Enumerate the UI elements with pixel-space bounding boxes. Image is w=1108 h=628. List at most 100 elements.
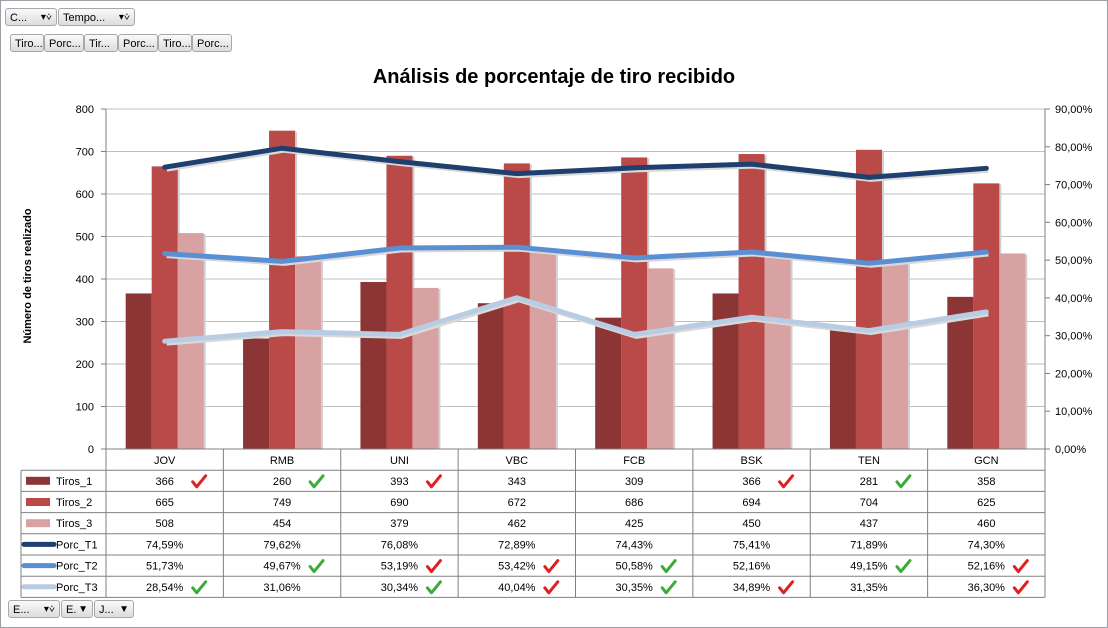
field-button-2-label: Porc... <box>49 38 81 50</box>
check-red-icon <box>1012 559 1029 574</box>
check-red-icon <box>191 474 208 489</box>
data-label: 393 <box>390 476 408 488</box>
y-tick-label: 0 <box>88 444 94 456</box>
check-red-icon <box>543 559 560 574</box>
data-label: 50,58% <box>616 561 654 573</box>
data-label: 53,42% <box>498 561 536 573</box>
check-green-icon <box>895 474 912 489</box>
bar-tiros-3 <box>999 253 1026 449</box>
filter-button-c[interactable]: C... ▾⩒ <box>5 8 57 26</box>
data-label: 31,35% <box>850 582 888 594</box>
check-red-icon <box>425 474 442 489</box>
data-label: 366 <box>742 476 760 488</box>
data-label: 454 <box>273 518 291 530</box>
data-label: 704 <box>860 497 878 509</box>
bar-tiros-2 <box>621 157 648 449</box>
y2-tick-label: 10,00% <box>1055 406 1093 418</box>
check-red-icon <box>1012 580 1029 595</box>
y2-tick-label: 20,00% <box>1055 368 1093 380</box>
data-label: 665 <box>156 497 174 509</box>
data-label: 309 <box>625 476 643 488</box>
bar-tiros-3 <box>764 257 791 449</box>
field-button-4[interactable]: Porc... <box>118 34 158 52</box>
data-label: 30,34% <box>381 582 419 594</box>
data-label: 74,59% <box>146 539 184 551</box>
bar-tiros-2 <box>151 166 178 449</box>
data-label: 76,08% <box>381 539 419 551</box>
bar-tiros-1 <box>125 293 152 449</box>
bar-tiros-3 <box>881 263 908 449</box>
filter-button-e2[interactable]: E. ▼ <box>61 600 93 618</box>
filter-button-j-label: J... <box>99 604 114 616</box>
data-label: 72,89% <box>498 539 536 551</box>
x-tick-label: RMB <box>270 455 294 467</box>
filter-icon: ▾⩒ <box>43 604 55 615</box>
data-label: 672 <box>508 497 526 509</box>
field-button-6[interactable]: Porc... <box>192 34 232 52</box>
y2-tick-label: 40,00% <box>1055 293 1093 305</box>
filter-button-j[interactable]: J... ▼ <box>94 600 134 618</box>
bar-tiros-2 <box>503 163 530 449</box>
data-label: 49,67% <box>263 561 301 573</box>
data-label: 690 <box>390 497 408 509</box>
field-button-5[interactable]: Tiro... <box>158 34 192 52</box>
check-red-icon <box>425 559 442 574</box>
y-tick-label: 400 <box>76 274 94 286</box>
data-label: 437 <box>860 518 878 530</box>
x-tick-label: BSK <box>741 455 764 467</box>
data-label: 79,62% <box>263 539 301 551</box>
legend-label: Porc_T2 <box>56 561 98 573</box>
legend-label: Porc_T1 <box>56 539 98 551</box>
data-label: 49,15% <box>850 561 888 573</box>
y2-tick-label: 80,00% <box>1055 142 1093 154</box>
bar-tiros-2 <box>269 130 296 450</box>
legend-key-tiros-1 <box>26 476 50 485</box>
filter-button-e[interactable]: E... ▾⩒ <box>8 600 60 618</box>
data-label: 425 <box>625 518 643 530</box>
y2-tick-label: 0,00% <box>1055 444 1086 456</box>
data-label: 28,54% <box>146 582 184 594</box>
bar-tiros-3 <box>412 287 439 449</box>
y2-tick-label: 90,00% <box>1055 104 1093 116</box>
x-tick-label: UNI <box>390 455 409 467</box>
bar-tiros-1 <box>712 293 739 449</box>
data-label: 51,73% <box>146 561 184 573</box>
legend-label: Tiros_3 <box>56 518 92 530</box>
check-red-icon <box>778 474 795 489</box>
bar-tiros-1 <box>243 338 270 449</box>
bar-tiros-3 <box>529 252 556 449</box>
data-label: 379 <box>390 518 408 530</box>
field-button-1[interactable]: Tiro... <box>10 34 44 52</box>
filter-button-c-label: C... <box>10 12 28 24</box>
y-tick-label: 800 <box>76 104 94 116</box>
data-label: 749 <box>273 497 291 509</box>
data-label: 450 <box>742 518 760 530</box>
bar-tiros-1 <box>477 303 504 449</box>
dropdown-icon: ▼ <box>78 604 88 615</box>
check-green-icon <box>425 580 442 595</box>
bar-tiros-3 <box>295 256 322 449</box>
data-label: 75,41% <box>733 539 771 551</box>
y-tick-label: 500 <box>76 232 94 244</box>
field-button-2[interactable]: Porc... <box>44 34 84 52</box>
filter-button-tempo-label: Tempo... <box>63 12 106 24</box>
data-label: 74,30% <box>968 539 1006 551</box>
field-button-3[interactable]: Tir... <box>84 34 118 52</box>
bar-tiros-1 <box>829 329 856 449</box>
check-red-icon <box>778 580 795 595</box>
y2-tick-label: 30,00% <box>1055 331 1093 343</box>
data-label: 343 <box>508 476 526 488</box>
data-label: 460 <box>977 518 995 530</box>
data-label: 462 <box>508 518 526 530</box>
y2-tick-label: 50,00% <box>1055 255 1093 267</box>
bar-tiros-2 <box>855 149 882 450</box>
field-button-1-label: Tiro... <box>15 38 43 50</box>
y-tick-label: 700 <box>76 147 94 159</box>
data-label: 52,16% <box>733 561 771 573</box>
field-button-3-label: Tir... <box>89 38 110 50</box>
check-red-icon <box>543 580 560 595</box>
filter-button-e2-label: E. <box>66 604 77 616</box>
dropdown-icon: ▼ <box>119 604 129 615</box>
filter-button-tempo[interactable]: Tempo... ▾⩒ <box>58 8 135 26</box>
check-green-icon <box>308 559 325 574</box>
